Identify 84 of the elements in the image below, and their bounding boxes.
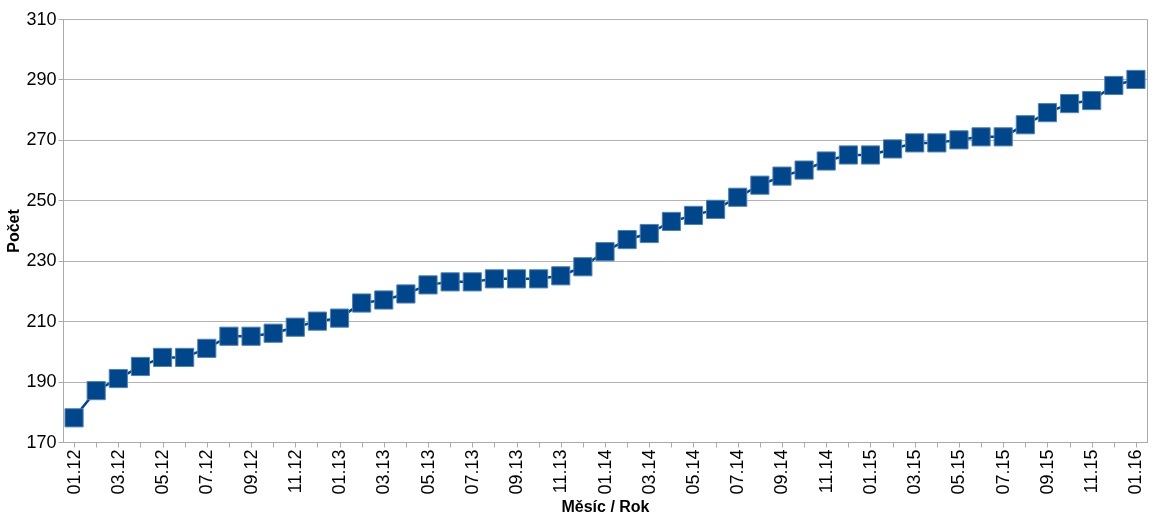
point	[794, 160, 814, 180]
point	[1104, 75, 1124, 96]
x-tick-label: 11.12	[284, 449, 305, 494]
x-axis-title: Měsíc / Rok	[561, 497, 650, 515]
point	[905, 133, 925, 153]
point	[263, 323, 283, 343]
x-tick-label: 07.13	[461, 449, 482, 495]
y-tick-label: 270	[26, 129, 57, 150]
x-tick-label: 03.14	[638, 449, 659, 495]
point	[573, 257, 593, 277]
point	[352, 293, 372, 313]
x-tick-label: 03.13	[373, 449, 394, 495]
point	[728, 187, 748, 207]
x-tick-label: 07.15	[992, 449, 1013, 495]
point	[418, 275, 438, 295]
y-tick-label: 230	[26, 250, 57, 271]
point	[175, 347, 195, 367]
x-tick-label: 05.14	[682, 449, 703, 495]
x-tick-label: 01.12	[63, 449, 84, 495]
x-tick-label: 01.16	[1125, 449, 1146, 495]
x-tick-label: 11.13	[550, 449, 571, 494]
y-tick-label: 210	[26, 310, 57, 331]
point	[484, 269, 504, 289]
y-axis-title: Počet	[5, 208, 23, 253]
y-tick-label: 170	[26, 431, 57, 452]
point	[86, 381, 106, 401]
point	[683, 205, 704, 225]
point	[506, 269, 527, 289]
point	[285, 317, 305, 337]
point	[551, 266, 571, 286]
x-tick-label: 11.14	[815, 449, 836, 494]
x-tick-label: 05.15	[948, 449, 969, 495]
x-tick-label: 01.13	[329, 449, 350, 495]
point	[329, 308, 350, 328]
point	[1126, 69, 1146, 90]
point	[197, 338, 217, 358]
point	[772, 166, 792, 186]
point	[949, 130, 969, 150]
x-tick-label: 07.12	[196, 449, 217, 495]
point	[152, 347, 173, 367]
x-tick-label: 01.14	[594, 449, 615, 495]
point	[993, 127, 1013, 147]
point	[374, 290, 394, 310]
point	[816, 151, 836, 171]
point	[130, 356, 151, 377]
x-tick-label: 01.15	[859, 449, 880, 495]
x-tick-label: 09.15	[1036, 449, 1057, 495]
y-tick-label: 290	[26, 68, 57, 89]
x-tick-label: 03.15	[904, 449, 925, 495]
point	[529, 269, 549, 289]
point	[1015, 115, 1035, 135]
point	[1082, 91, 1102, 111]
point	[219, 326, 239, 346]
point	[462, 272, 482, 292]
y-tick-label: 250	[26, 189, 57, 210]
point	[639, 223, 659, 244]
point	[860, 145, 881, 165]
point	[971, 127, 991, 147]
x-tick-label: 07.14	[727, 449, 748, 495]
point	[64, 408, 84, 428]
point	[617, 229, 637, 250]
point	[838, 145, 858, 165]
x-tick-label: 05.12	[152, 449, 173, 495]
point	[396, 284, 416, 304]
point	[1037, 103, 1058, 123]
point	[706, 199, 726, 219]
point	[661, 211, 681, 232]
x-tick-label: 09.13	[506, 449, 527, 495]
x-tick-label: 09.14	[771, 449, 792, 495]
point	[241, 326, 261, 346]
x-tick-label: 05.13	[417, 449, 438, 495]
point	[595, 242, 615, 262]
point	[307, 311, 327, 331]
x-tick-label: 03.12	[107, 449, 128, 495]
point	[750, 175, 770, 195]
y-tick-label: 310	[26, 8, 57, 29]
point	[1059, 94, 1080, 114]
point	[927, 133, 947, 153]
point	[108, 368, 128, 389]
x-tick-label: 11.15	[1081, 449, 1102, 494]
point	[883, 139, 903, 159]
x-tick-label: 09.12	[240, 449, 261, 495]
y-tick-label: 190	[26, 371, 57, 392]
point	[440, 272, 460, 292]
